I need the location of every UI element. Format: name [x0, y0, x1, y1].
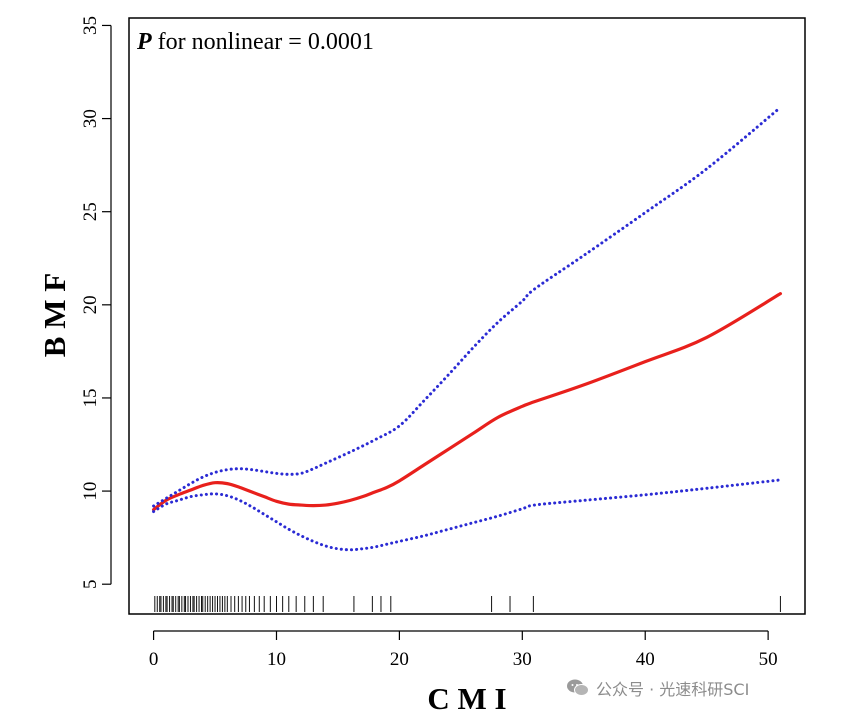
annotation-text: for nonlinear = 0.0001	[152, 29, 374, 55]
y-tick-label: 35	[80, 16, 101, 35]
x-axis-title: C M I	[427, 681, 506, 716]
x-tick-label: 20	[390, 649, 409, 670]
y-tick-label: 5	[80, 579, 101, 589]
estimate-line	[151, 292, 783, 512]
x-tick-label: 0	[149, 649, 159, 670]
annotation-p-label: P	[136, 29, 152, 55]
y-axis: 5 10 15 20 25 30 35	[80, 16, 112, 589]
x-tick-label: 30	[513, 649, 532, 670]
y-tick-label: 20	[80, 295, 101, 314]
y-axis-title: B M F	[37, 273, 72, 357]
rug-marks	[154, 596, 781, 612]
annotation: P for nonlinear = 0.0001	[136, 29, 374, 55]
y-tick-label: 15	[80, 388, 101, 407]
plot-frame	[128, 17, 806, 615]
y-tick-label: 10	[80, 482, 101, 501]
wechat-icon	[567, 679, 589, 696]
x-tick-label: 50	[759, 649, 778, 670]
x-tick-label: 40	[636, 649, 655, 670]
watermark-text: 公众号 · 光速科研SCI	[596, 680, 750, 699]
series-lines	[151, 105, 783, 552]
upper-ci-line	[152, 105, 782, 508]
x-tick-label: 10	[267, 649, 286, 670]
y-tick-label: 30	[80, 109, 101, 128]
y-tick-label: 25	[80, 202, 101, 221]
watermark: 公众号 · 光速科研SCI	[566, 676, 749, 700]
x-axis: 0 10 20 30 40 50	[149, 630, 778, 670]
lower-ci-line	[152, 478, 782, 552]
